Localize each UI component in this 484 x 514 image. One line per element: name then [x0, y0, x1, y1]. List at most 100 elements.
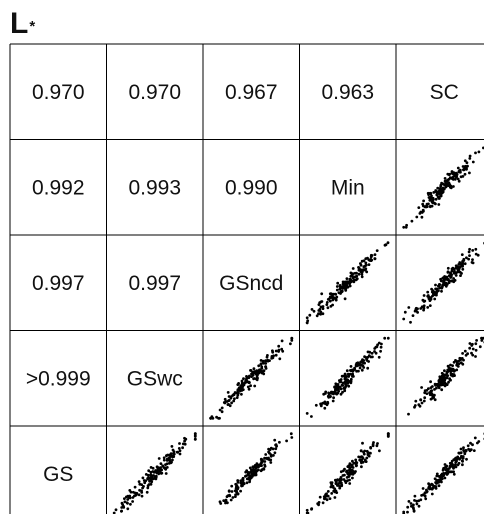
- scatter-point: [335, 285, 339, 288]
- scatter-point: [126, 498, 130, 501]
- scatter-point: [423, 205, 427, 209]
- scatter-point: [441, 186, 445, 190]
- scatter-point: [457, 362, 461, 366]
- scatter-point: [246, 473, 250, 476]
- scatter-point: [443, 373, 447, 377]
- scatter-point: [112, 511, 116, 514]
- scatter-point: [218, 408, 222, 412]
- scatter-point: [368, 451, 371, 455]
- scatter-point: [470, 351, 473, 355]
- scatter-point: [230, 490, 234, 493]
- scatter-point: [462, 446, 465, 450]
- scatter-point: [411, 314, 415, 317]
- scatter-point: [467, 257, 470, 261]
- scatter-point: [140, 491, 144, 494]
- scatter-point: [343, 467, 346, 471]
- scatter-point: [325, 301, 329, 304]
- scatter-point: [458, 261, 462, 264]
- scatter-point: [452, 271, 456, 275]
- scatter-point: [339, 476, 343, 479]
- variable-label-Min: Min: [331, 176, 365, 199]
- scatter-point: [412, 509, 416, 513]
- scatter-point: [459, 361, 463, 365]
- scatter-point: [375, 444, 379, 448]
- scatter-point: [435, 474, 439, 478]
- scatter-point: [464, 353, 468, 357]
- scatter-point: [454, 274, 458, 277]
- scatter-point: [149, 482, 153, 486]
- scatter-point: [333, 496, 337, 499]
- scatter-panel-GSncd-GSwc: [209, 336, 294, 420]
- scatter-point: [407, 412, 410, 416]
- scatter-point: [374, 351, 378, 355]
- scatter-point: [443, 369, 446, 373]
- scatter-point: [459, 358, 462, 362]
- scatter-point: [471, 347, 475, 351]
- scatter-point: [341, 384, 345, 387]
- scatter-point: [450, 269, 454, 273]
- scatter-point: [383, 243, 387, 247]
- scatter-point: [144, 479, 148, 483]
- scatter-point: [447, 173, 451, 177]
- scatter-point: [468, 247, 471, 251]
- figure-label-superscript: *: [29, 18, 36, 35]
- scatter-point: [280, 339, 284, 343]
- scatter-point: [419, 307, 423, 310]
- scatter-point: [305, 412, 309, 415]
- scatter-point: [169, 454, 173, 458]
- scatter-point: [379, 345, 383, 349]
- scatter-point: [277, 348, 281, 352]
- scatter-point: [361, 441, 364, 445]
- scatter-point: [343, 389, 347, 393]
- scatter-point: [464, 449, 468, 453]
- scatter-point: [357, 455, 361, 459]
- scatter-point: [248, 476, 252, 480]
- scatter-point: [465, 167, 468, 171]
- scatter-point: [467, 250, 471, 254]
- scatter-panel-Min-GS: [305, 432, 390, 514]
- scatter-point: [471, 261, 475, 265]
- scatter-point: [357, 369, 360, 373]
- scatter-point: [327, 392, 331, 396]
- scatter-point: [451, 266, 455, 270]
- scatter-point: [351, 267, 355, 270]
- scatter-point: [449, 378, 452, 382]
- scatter-point: [437, 380, 441, 384]
- scatter-point: [164, 472, 168, 475]
- scatter-point: [154, 474, 158, 478]
- scatter-point: [346, 472, 350, 476]
- scatter-point: [348, 277, 352, 281]
- scatter-point: [321, 501, 325, 505]
- scatter-point: [268, 359, 271, 362]
- scatter-point: [360, 275, 364, 279]
- scatter-point: [343, 380, 347, 384]
- scatter-point: [438, 286, 442, 290]
- scatter-point: [169, 452, 173, 456]
- scatter-point: [378, 449, 381, 453]
- scatter-point: [349, 377, 353, 381]
- scatter-point: [359, 262, 362, 265]
- scatter-point: [178, 449, 182, 453]
- scatter-point: [170, 460, 173, 464]
- scatter-point: [260, 365, 264, 369]
- scatter-point: [218, 416, 221, 420]
- scatter-point: [258, 370, 261, 373]
- scatter-point: [145, 490, 149, 494]
- scatter-point: [434, 383, 437, 387]
- scatter-point: [120, 509, 123, 513]
- scatter-point: [437, 386, 441, 390]
- scatter-point: [336, 478, 339, 482]
- scatter-point: [453, 279, 457, 282]
- scatter-point: [319, 312, 322, 316]
- scatter-point: [417, 206, 421, 210]
- scatter-point: [166, 457, 170, 461]
- scatter-point: [415, 499, 418, 503]
- scatter-point: [245, 375, 248, 378]
- scatter-point: [255, 369, 259, 373]
- scatter-point: [346, 381, 350, 385]
- scatter-point: [364, 263, 368, 267]
- scatter-point: [146, 473, 150, 477]
- scatter-point: [361, 358, 364, 361]
- scatter-point: [339, 285, 342, 289]
- scatter-point: [248, 480, 252, 484]
